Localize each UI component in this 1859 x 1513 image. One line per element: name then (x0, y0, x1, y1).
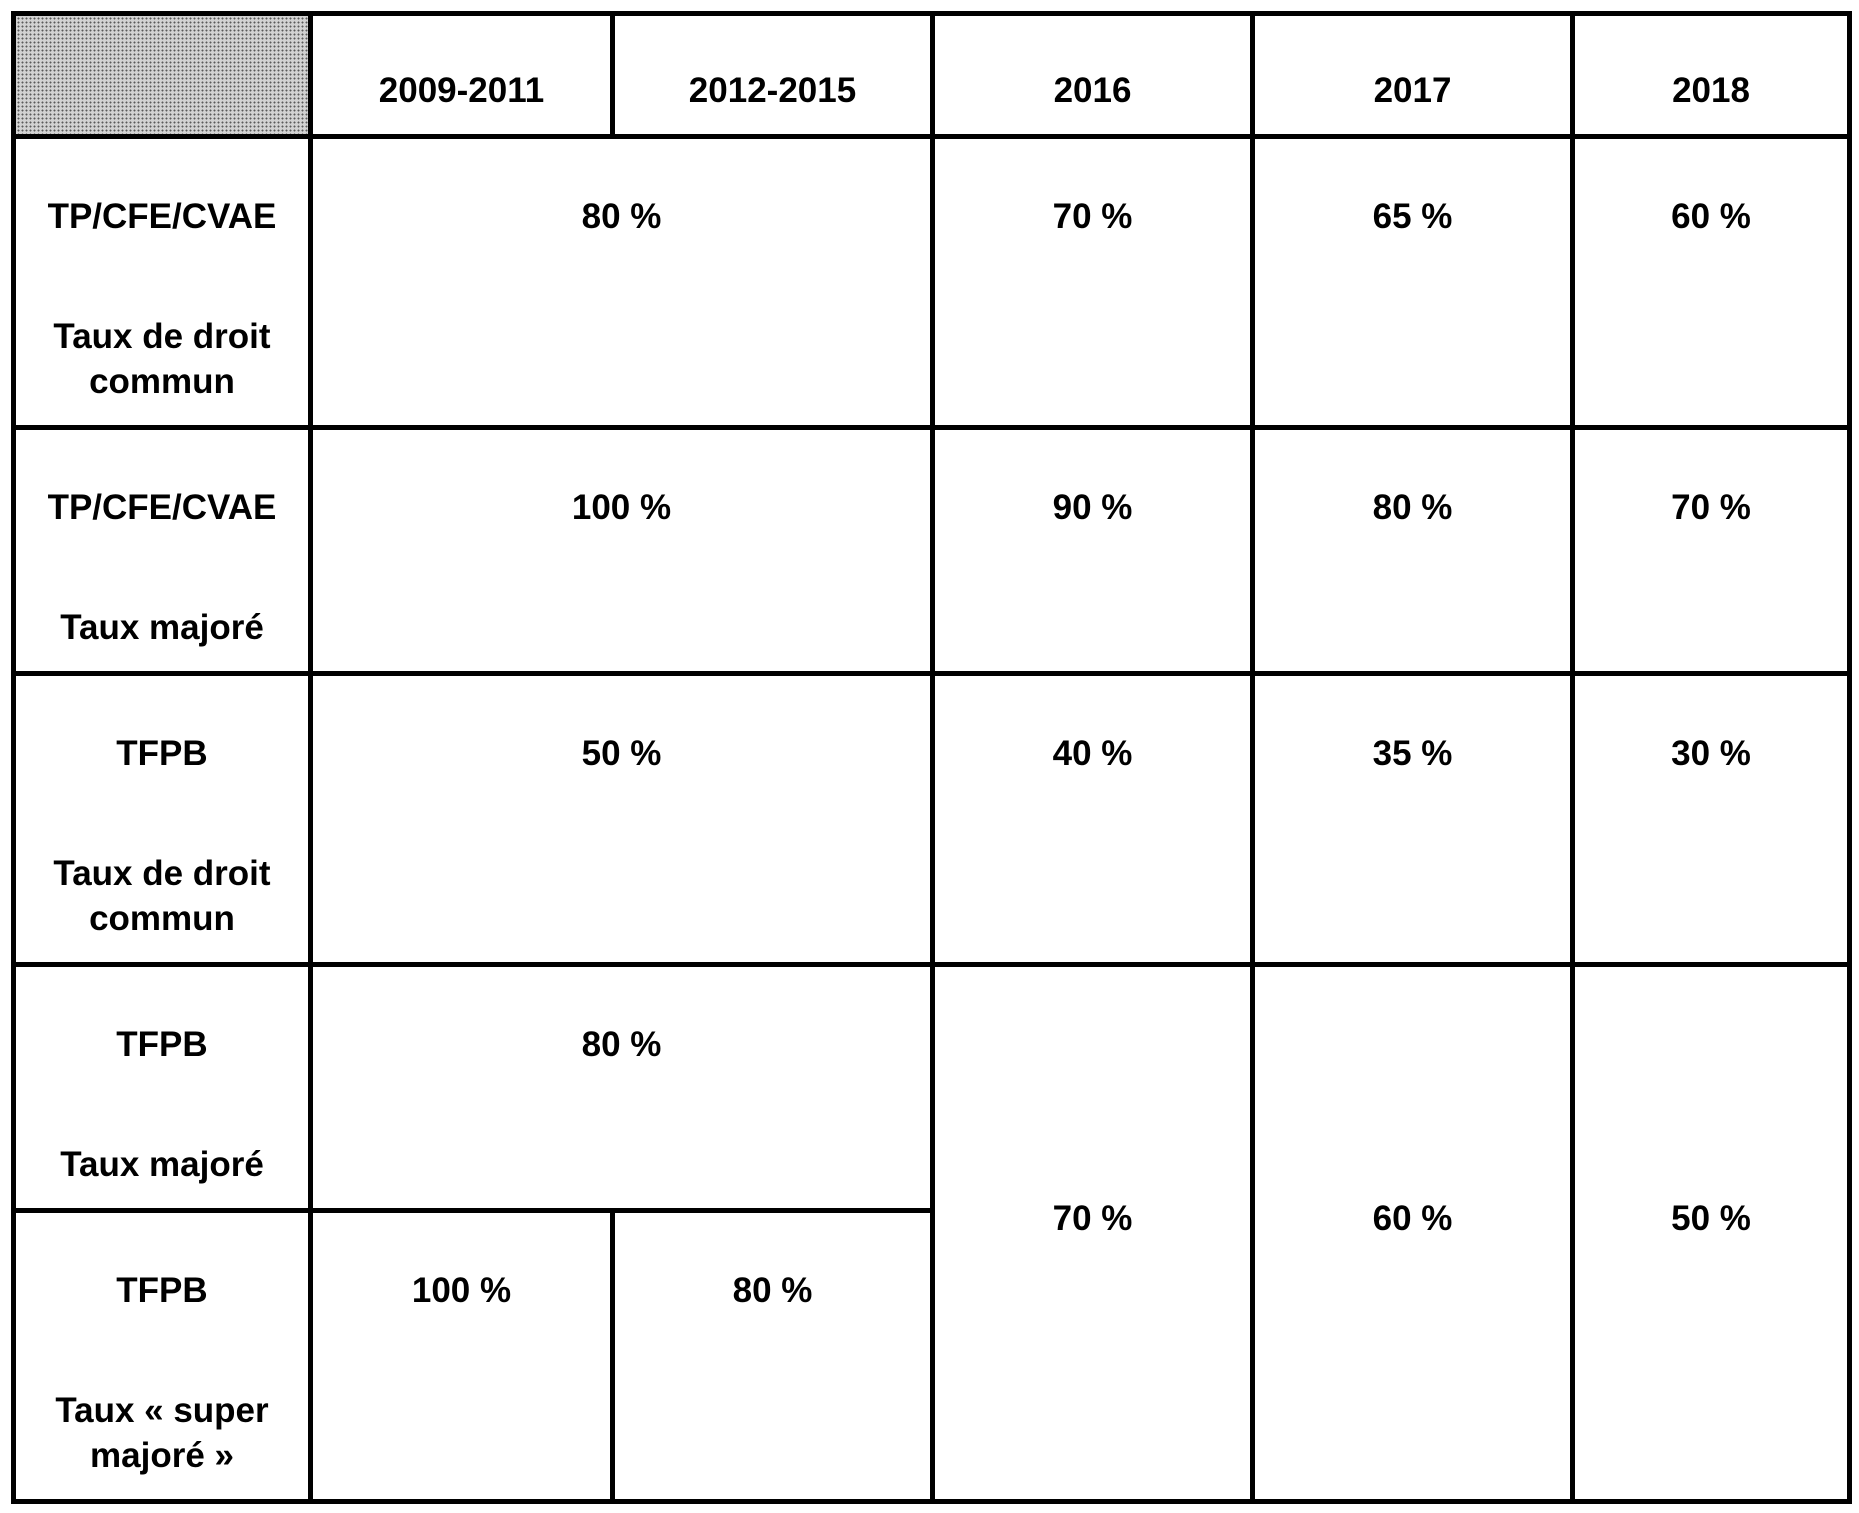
rate-cell-2018: 70 % (1570, 425, 1852, 676)
header-2012-2015: 2012-2015 (610, 11, 935, 139)
rate-cell-2018: 30 % (1570, 671, 1852, 967)
row-label: TFPB Taux de droit commun (11, 671, 313, 967)
rate-cell-2017: 35 % (1250, 671, 1575, 967)
rate-cell-2009-2015: 80 % (308, 134, 935, 430)
header-2009-2011: 2009-2011 (308, 11, 615, 139)
merged-rate-cell-2017: 60 % (1250, 962, 1575, 1504)
table-row: TP/CFE/CVAE Taux majoré 100 % 90 % 80 % … (11, 425, 1852, 676)
row-label: TP/CFE/CVAE Taux de droit commun (11, 134, 313, 430)
header-2016: 2016 (930, 11, 1255, 139)
header-2017: 2017 (1250, 11, 1575, 139)
table-row: TFPB Taux majoré 80 % 70 % 60 % 50 % (11, 962, 1852, 1504)
rate-type: Taux de droit commun (53, 317, 271, 401)
row-label: TFPB Taux majoré (11, 962, 313, 1213)
rate-cell-2017: 65 % (1250, 134, 1575, 430)
rate-type: Taux « super majoré » (55, 1391, 269, 1475)
merged-rate-cell-2018: 50 % (1570, 962, 1852, 1504)
tax-exemption-rates-table: 2009-2011 2012-2015 2016 2017 2018 TP/CF… (11, 11, 1852, 1504)
rate-cell-2016: 90 % (930, 425, 1255, 676)
rate-cell-2009-2015: 100 % (308, 425, 935, 676)
tax-name: TFPB (116, 1025, 208, 1064)
rate-type: Taux majoré (60, 608, 264, 647)
row-label: TFPB Taux « super majoré » (11, 1208, 313, 1504)
tax-name: TFPB (116, 1271, 208, 1310)
header-2018: 2018 (1570, 11, 1852, 139)
tax-name: TP/CFE/CVAE (47, 488, 277, 527)
merged-rate-cell-2016: 70 % (930, 962, 1255, 1504)
rate-cell-2018: 60 % (1570, 134, 1852, 430)
rate-cell-2016: 70 % (930, 134, 1255, 430)
tax-name: TP/CFE/CVAE (47, 197, 277, 236)
rate-type: Taux de droit commun (53, 854, 271, 938)
corner-cell (11, 11, 313, 139)
rate-type: Taux majoré (60, 1145, 264, 1184)
table-row: TFPB Taux de droit commun 50 % 40 % 35 %… (11, 671, 1852, 967)
tax-name: TFPB (116, 734, 208, 773)
table-row: TFPB Taux « super majoré » 100 % 80 % (11, 1208, 1850, 1504)
rate-cell-2012-2015: 80 % (610, 1208, 935, 1504)
rate-cell-2009-2015: 50 % (308, 671, 935, 967)
rate-cell-2009-2015: 80 % (308, 962, 935, 1213)
rate-cell-2017: 80 % (1250, 425, 1575, 676)
table-row: TP/CFE/CVAE Taux de droit commun 80 % 70… (11, 134, 1852, 430)
header-row: 2009-2011 2012-2015 2016 2017 2018 (11, 11, 1852, 139)
row-label: TP/CFE/CVAE Taux majoré (11, 425, 313, 676)
rate-cell-2009-2011: 100 % (308, 1208, 615, 1504)
rate-cell-2016: 40 % (930, 671, 1255, 967)
